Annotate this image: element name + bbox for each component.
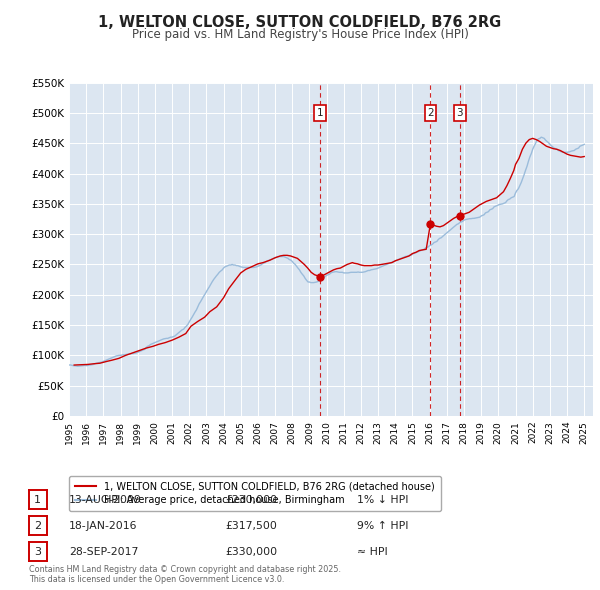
Text: 9% ↑ HPI: 9% ↑ HPI [357, 521, 409, 530]
Text: 1: 1 [34, 495, 41, 504]
Text: £230,000: £230,000 [225, 495, 277, 504]
Text: 2: 2 [427, 108, 434, 118]
Text: Contains HM Land Registry data © Crown copyright and database right 2025.
This d: Contains HM Land Registry data © Crown c… [29, 565, 341, 584]
Text: £330,000: £330,000 [225, 547, 277, 556]
Legend: 1, WELTON CLOSE, SUTTON COLDFIELD, B76 2RG (detached house), HPI: Average price,: 1, WELTON CLOSE, SUTTON COLDFIELD, B76 2… [69, 476, 440, 511]
Text: Price paid vs. HM Land Registry's House Price Index (HPI): Price paid vs. HM Land Registry's House … [131, 28, 469, 41]
Text: 1, WELTON CLOSE, SUTTON COLDFIELD, B76 2RG: 1, WELTON CLOSE, SUTTON COLDFIELD, B76 2… [98, 15, 502, 30]
Text: 3: 3 [457, 108, 463, 118]
Text: £317,500: £317,500 [225, 521, 277, 530]
Text: 18-JAN-2016: 18-JAN-2016 [69, 521, 137, 530]
Text: 28-SEP-2017: 28-SEP-2017 [69, 547, 139, 556]
Text: 1: 1 [317, 108, 323, 118]
Text: 2: 2 [34, 521, 41, 530]
Text: 1% ↓ HPI: 1% ↓ HPI [357, 495, 409, 504]
Text: 3: 3 [34, 547, 41, 556]
Text: 13-AUG-2009: 13-AUG-2009 [69, 495, 142, 504]
Text: ≈ HPI: ≈ HPI [357, 547, 388, 556]
